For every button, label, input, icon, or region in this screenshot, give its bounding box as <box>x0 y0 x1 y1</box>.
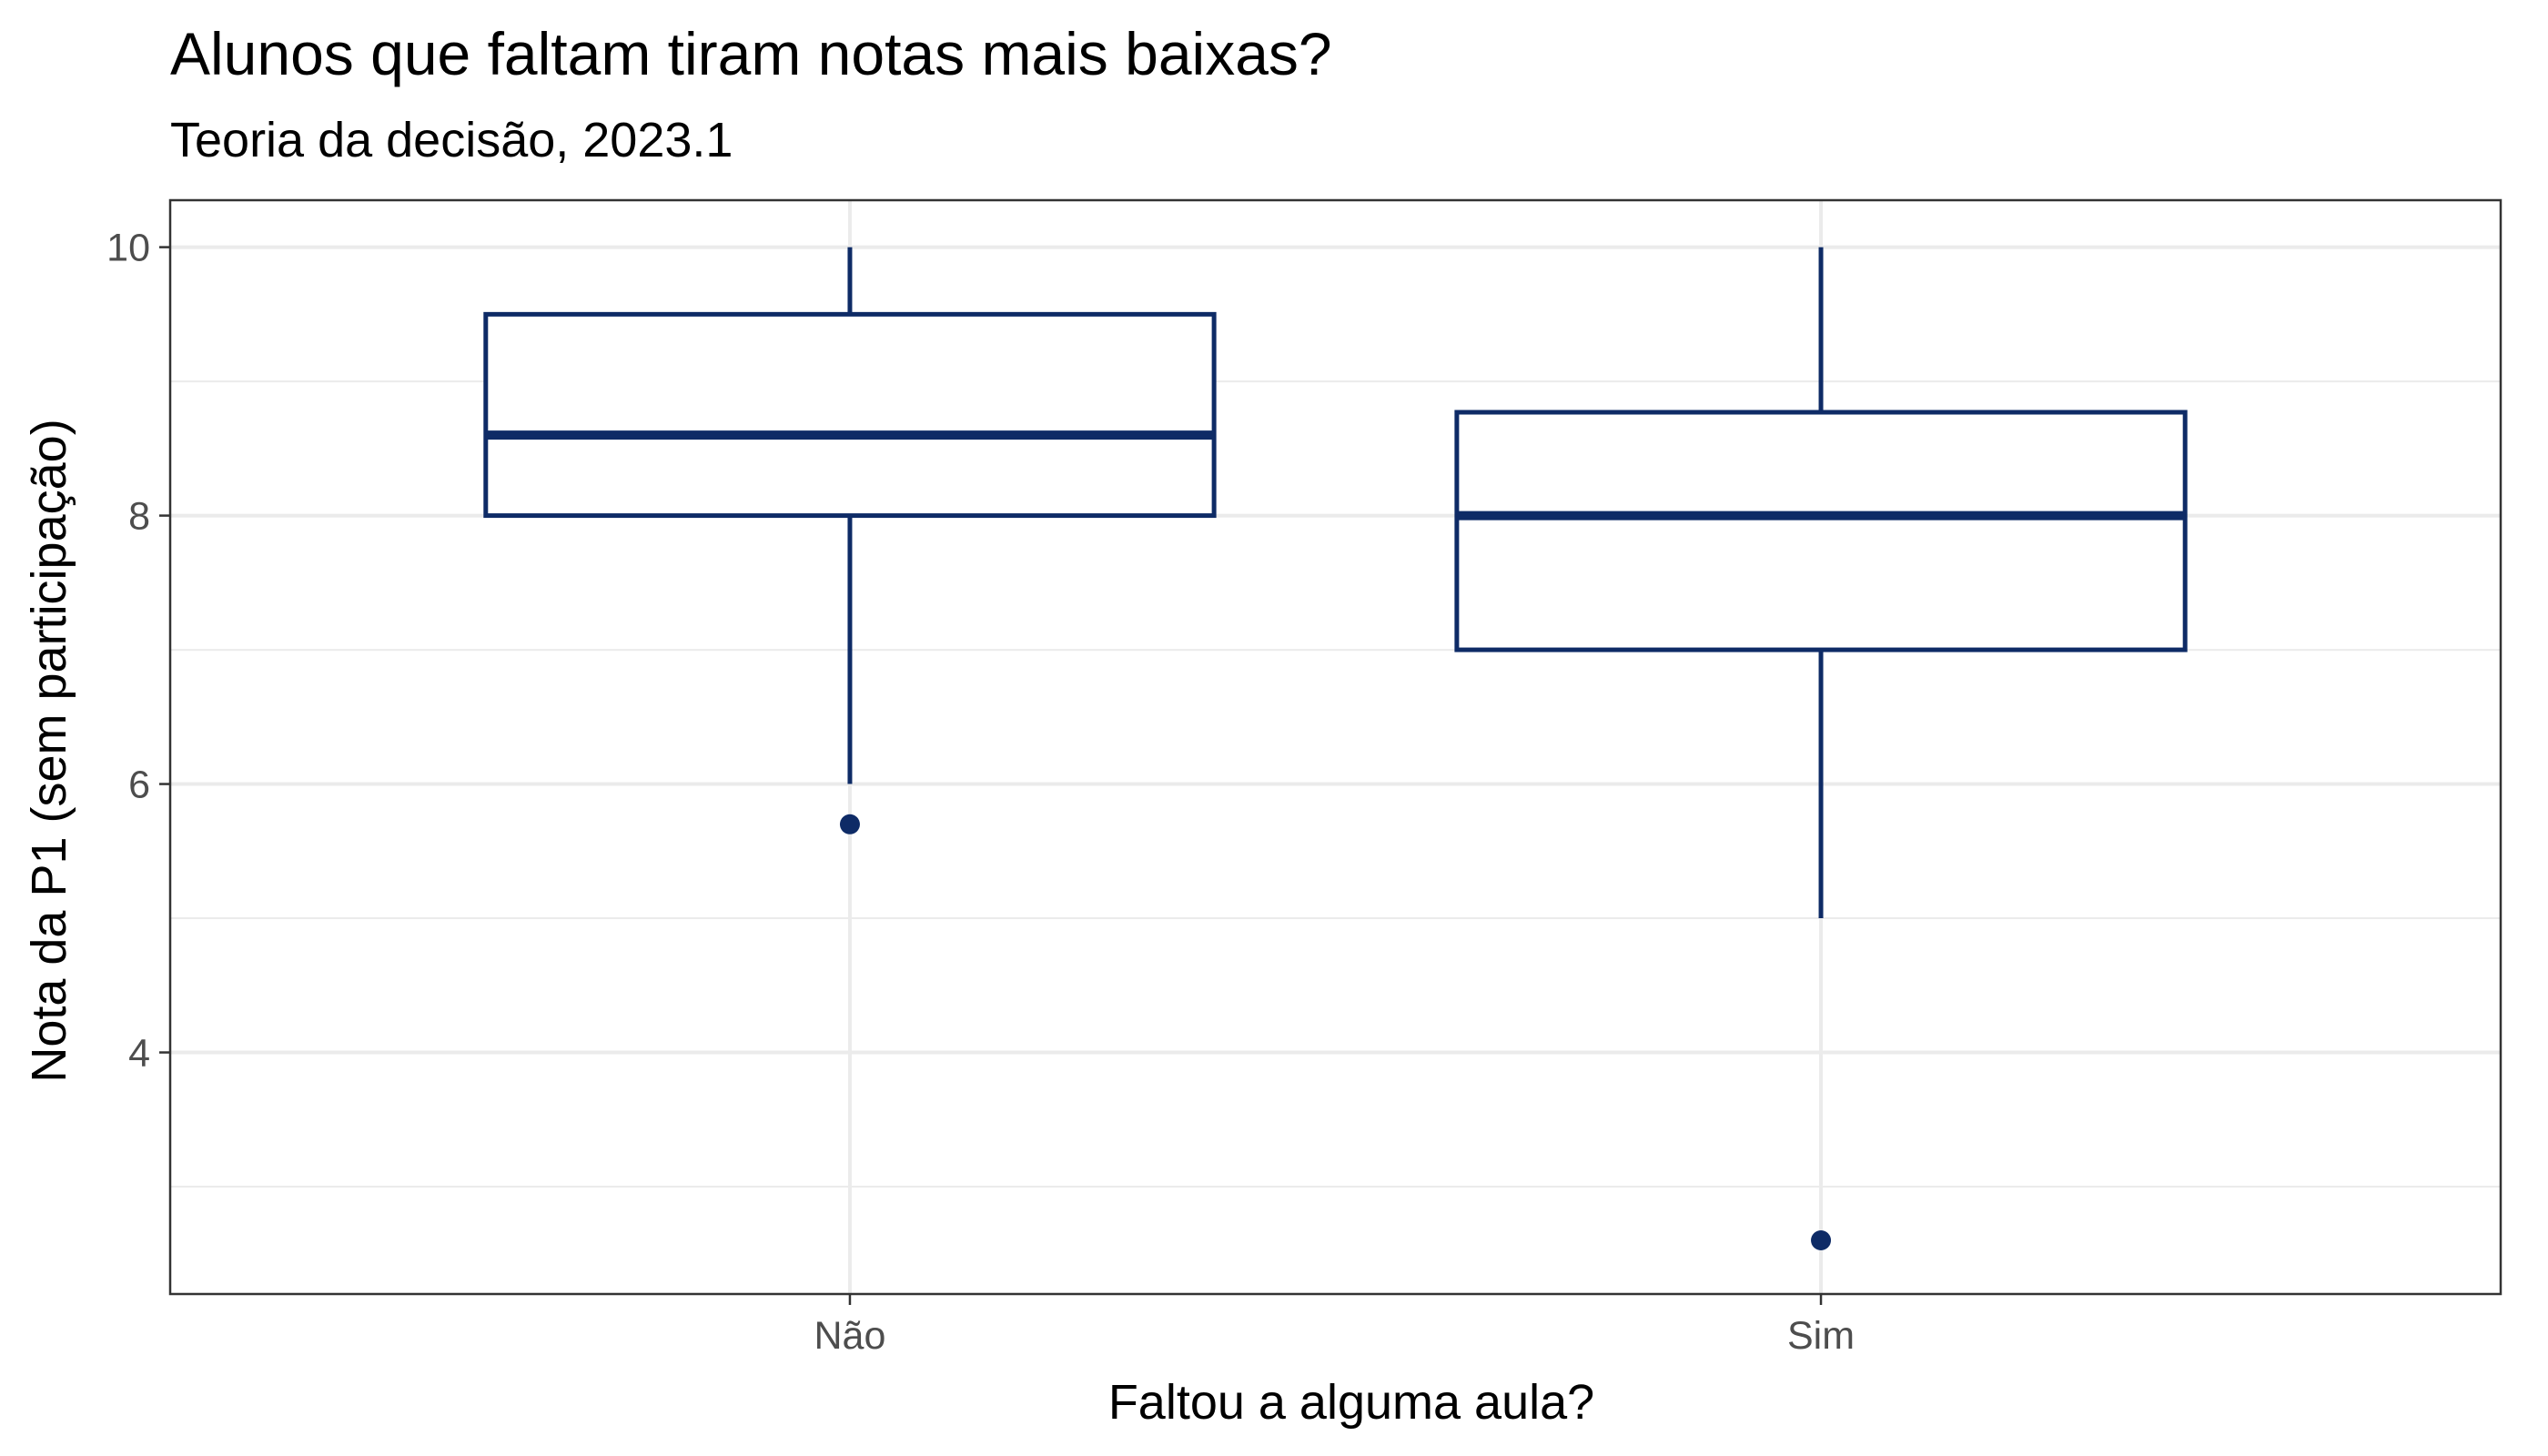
box-0 <box>483 247 1217 834</box>
x-tick-label: Não <box>814 1314 886 1358</box>
y-axis-title: Nota da P1 (sem participação) <box>22 419 76 1082</box>
iqr-box <box>1454 410 2188 652</box>
panel-border <box>168 198 2502 1296</box>
y-tick-label: 6 <box>128 763 150 807</box>
x-tick-label: Sim <box>1787 1314 1855 1358</box>
y-tick-label: 4 <box>128 1032 150 1076</box>
outlier-point <box>839 814 860 834</box>
x-axis-title: Faltou a alguma aula? <box>1108 1375 1594 1430</box>
box-1 <box>1454 247 2188 1251</box>
boxes <box>483 247 2188 1251</box>
y-tick-label: 8 <box>128 495 150 539</box>
outlier-point <box>1811 1230 1832 1251</box>
axes: 4 6 8 10 Não Sim <box>106 227 1855 1358</box>
chart-title: Alunos que faltam tiram notas mais baixa… <box>170 20 1332 87</box>
y-tick-label: 10 <box>106 227 150 270</box>
iqr-box <box>483 311 1217 519</box>
chart-subtitle: Teoria da decisão, 2023.1 <box>170 113 733 167</box>
